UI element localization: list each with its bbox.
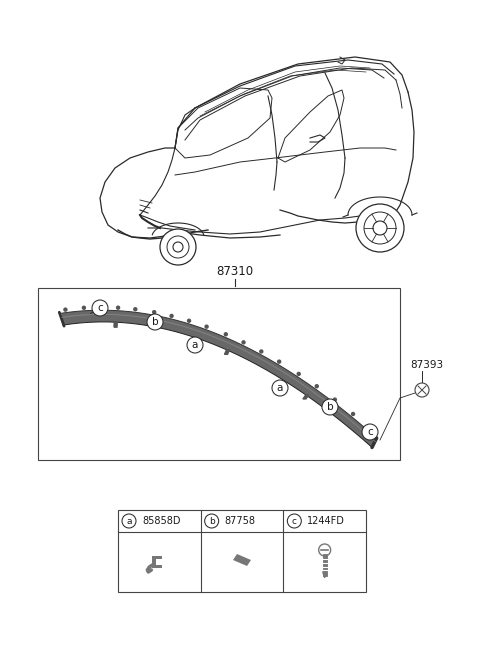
Circle shape: [288, 514, 301, 528]
Circle shape: [315, 385, 318, 388]
Text: c: c: [97, 303, 103, 313]
Text: c: c: [367, 427, 373, 437]
Circle shape: [319, 544, 331, 556]
Polygon shape: [114, 322, 117, 327]
Text: a: a: [277, 383, 283, 393]
Bar: [118, 510, 366, 592]
Circle shape: [92, 300, 108, 316]
Polygon shape: [61, 310, 378, 447]
Polygon shape: [225, 350, 229, 354]
Circle shape: [188, 319, 191, 323]
Circle shape: [117, 306, 120, 309]
Circle shape: [134, 307, 137, 311]
Circle shape: [415, 383, 429, 397]
Circle shape: [64, 308, 67, 311]
Circle shape: [99, 306, 102, 309]
Circle shape: [322, 399, 338, 415]
Circle shape: [170, 315, 173, 317]
Polygon shape: [152, 556, 162, 568]
Circle shape: [242, 341, 245, 344]
Circle shape: [362, 424, 378, 440]
Circle shape: [373, 221, 387, 235]
Circle shape: [277, 360, 281, 363]
Circle shape: [356, 204, 404, 252]
Circle shape: [167, 236, 189, 258]
Circle shape: [272, 380, 288, 396]
Text: c: c: [292, 516, 297, 526]
Text: b: b: [209, 516, 215, 526]
Circle shape: [333, 398, 336, 401]
Circle shape: [147, 314, 163, 330]
Circle shape: [364, 212, 396, 244]
Circle shape: [260, 350, 263, 353]
Circle shape: [187, 337, 203, 353]
Polygon shape: [303, 395, 309, 399]
Text: 87393: 87393: [410, 360, 443, 370]
Circle shape: [224, 333, 228, 336]
Circle shape: [205, 325, 208, 328]
Circle shape: [173, 242, 183, 252]
Circle shape: [297, 373, 300, 375]
Circle shape: [351, 413, 355, 415]
Polygon shape: [233, 554, 251, 566]
Text: 87758: 87758: [225, 516, 256, 526]
Text: 85858D: 85858D: [142, 516, 180, 526]
Text: b: b: [152, 317, 158, 327]
Circle shape: [153, 311, 156, 313]
Circle shape: [160, 229, 196, 265]
Circle shape: [204, 514, 219, 528]
Circle shape: [122, 514, 136, 528]
Bar: [38, 288, 400, 460]
Text: a: a: [126, 516, 132, 526]
Text: b: b: [327, 402, 333, 412]
Text: a: a: [192, 340, 198, 350]
Circle shape: [83, 306, 85, 309]
Text: 87310: 87310: [216, 265, 253, 278]
Text: 1244FD: 1244FD: [307, 516, 345, 526]
Circle shape: [372, 430, 374, 432]
